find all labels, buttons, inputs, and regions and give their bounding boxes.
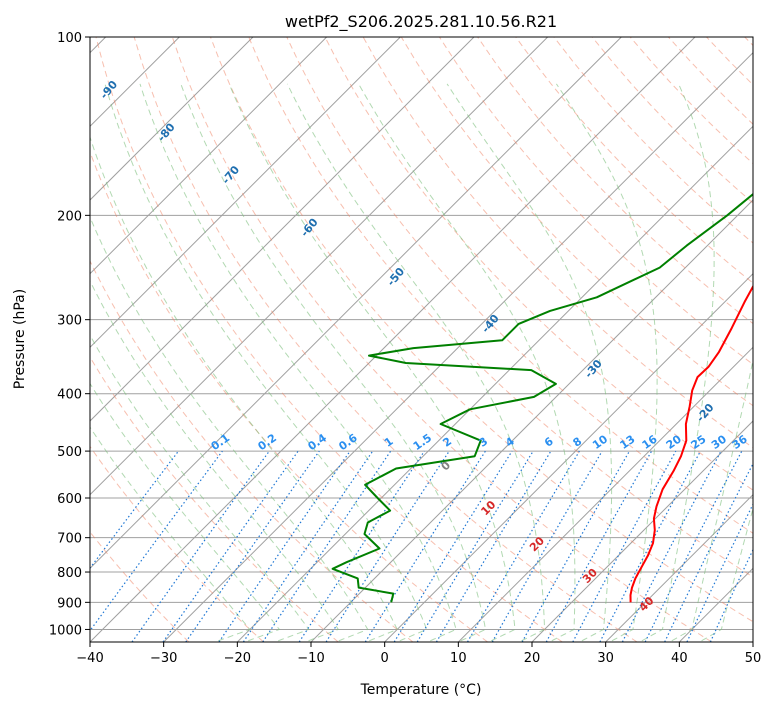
x-tick-label: 30	[597, 651, 614, 666]
y-axis-label: Pressure (hPa)	[12, 289, 28, 389]
plot-background	[90, 37, 753, 642]
x-tick-label: 50	[745, 651, 762, 666]
x-tick-label: −10	[297, 651, 324, 666]
x-tick-label: −40	[76, 651, 103, 666]
y-tick-label: 400	[57, 388, 82, 403]
x-tick-label: −20	[224, 651, 251, 666]
y-tick-label: 1000	[49, 623, 82, 638]
y-tick-label: 500	[57, 445, 82, 460]
y-tick-label: 600	[57, 492, 82, 507]
y-tick-label: 200	[57, 209, 82, 224]
x-tick-label: 0	[381, 651, 389, 666]
x-tick-label: 10	[450, 651, 467, 666]
isotherm-line	[753, 37, 775, 642]
y-tick-label: 900	[57, 596, 82, 611]
y-tick-label: 800	[57, 566, 82, 581]
x-tick-label: −30	[150, 651, 177, 666]
plot-area	[90, 37, 753, 642]
y-tick-label: 300	[57, 314, 82, 329]
x-tick-label: 20	[524, 651, 541, 666]
chart-title: wetPf2_S206.2025.281.10.56.R21	[285, 12, 557, 32]
x-tick-label: 40	[671, 651, 688, 666]
x-axis-label: Temperature (°C)	[360, 682, 482, 698]
y-tick-label: 100	[57, 31, 82, 46]
y-tick-label: 700	[57, 532, 82, 547]
